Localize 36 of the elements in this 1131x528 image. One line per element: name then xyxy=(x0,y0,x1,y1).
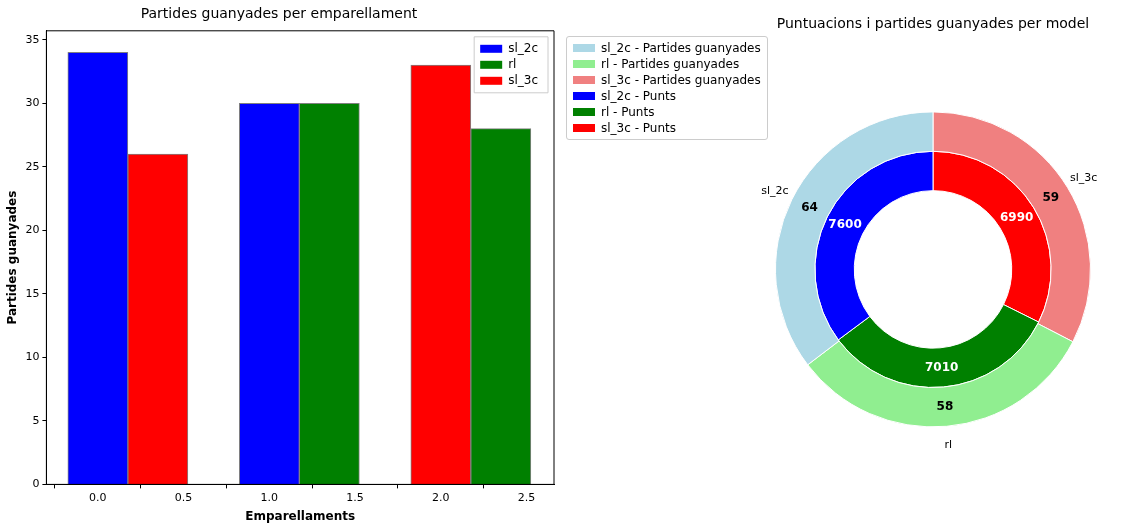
legend-label: rl xyxy=(508,56,517,71)
data-label: 6990 xyxy=(1000,209,1034,224)
y-tick-label: 35 xyxy=(25,32,40,46)
category-label: sl_3c - Punts xyxy=(601,121,676,135)
y-axis-title: Partides guanyades xyxy=(5,190,20,325)
data-label: 64 xyxy=(801,200,818,215)
legend-label: sl_3c xyxy=(508,72,539,87)
data-label: 7600 xyxy=(828,217,862,232)
chart-title: Partides guanyades per emparellament xyxy=(140,5,418,22)
category-label: rl - Partides guanyades xyxy=(601,57,740,71)
x-tick-label: 1.0 xyxy=(260,490,279,504)
legend-label: sl_2c xyxy=(508,40,539,55)
chart-title: Puntuacions i partides guanyades per model xyxy=(776,15,1090,32)
x-axis-title: Emparellaments xyxy=(245,508,356,523)
y-tick-label: 0 xyxy=(32,477,40,491)
x-tick-label: 0.0 xyxy=(89,490,107,504)
category-label: sl_2c - Punts xyxy=(601,89,676,103)
y-tick-label: 25 xyxy=(25,159,40,173)
y-tick-label: 5 xyxy=(32,413,40,427)
category-label: rl - Punts xyxy=(601,105,655,119)
category-label: sl_3c - Partides guanyades xyxy=(601,73,761,87)
category-label: sl_2c - Partides guanyades xyxy=(601,41,761,55)
data-label: 59 xyxy=(1042,189,1060,204)
y-tick-label: 10 xyxy=(25,350,40,364)
data-label: 58 xyxy=(936,398,954,413)
x-tick-label: 0.5 xyxy=(174,490,193,504)
slice-label: sl_2c xyxy=(761,183,789,197)
slice-label: rl xyxy=(944,438,953,451)
y-tick-label: 15 xyxy=(25,286,40,300)
y-tick-label: 20 xyxy=(25,223,40,237)
x-tick-label: 2.0 xyxy=(432,490,450,504)
data-label: 7010 xyxy=(925,359,959,374)
x-tick-label: 1.5 xyxy=(346,490,364,504)
slice-label: sl_3c xyxy=(1070,170,1098,184)
y-tick-label: 30 xyxy=(25,96,40,110)
x-tick-label: 2.5 xyxy=(517,490,536,504)
